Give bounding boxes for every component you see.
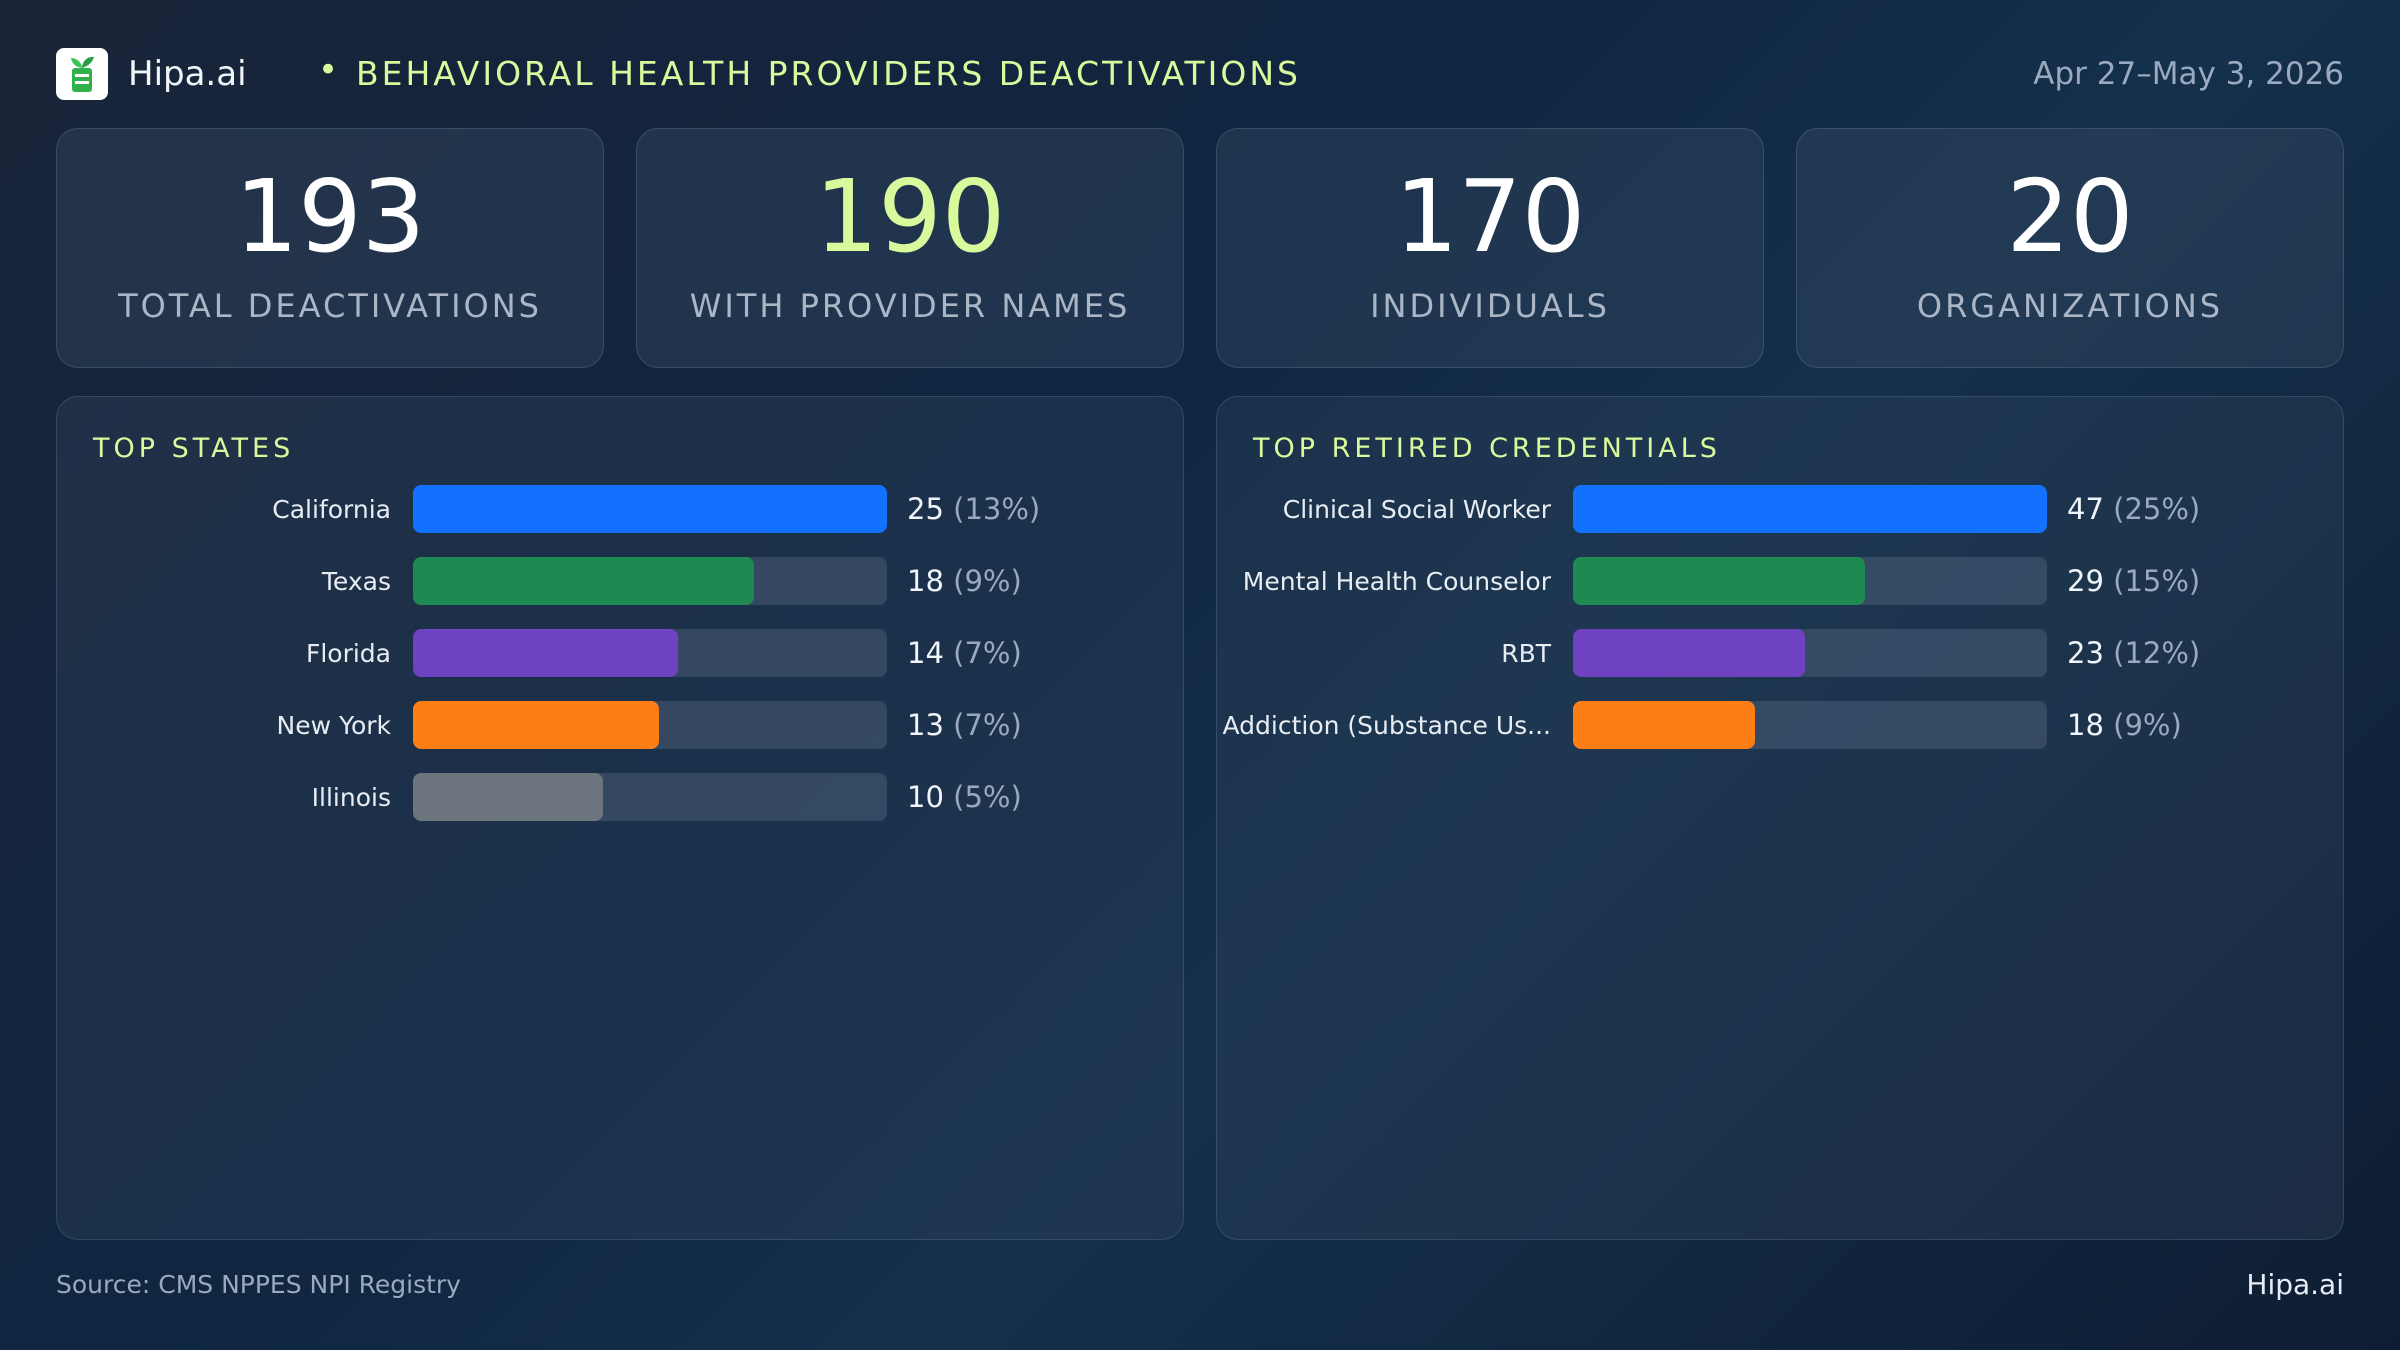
- kpi-label: WITH PROVIDER NAMES: [689, 287, 1131, 325]
- bar: [1573, 485, 2047, 533]
- bar: [413, 629, 679, 677]
- kpi-label: TOTAL DEACTIVATIONS: [118, 287, 542, 325]
- kpi-value: 20: [2006, 158, 2134, 275]
- bar-row: California 25 (13%): [57, 485, 1183, 535]
- bar-track: [1573, 557, 2047, 605]
- bar-row: Mental Health Counselor 29 (15%): [1217, 557, 2343, 607]
- bar-percent: (9%): [953, 564, 1022, 598]
- bar-percent: (15%): [2113, 564, 2201, 598]
- bar: [413, 701, 660, 749]
- kpi-value: 170: [1394, 158, 1586, 275]
- bar-track: [1573, 629, 2047, 677]
- bar-row: Texas 18 (9%): [57, 557, 1183, 607]
- top-states-panel: TOP STATES California 25 (13%) Texas 18 (9%…: [56, 396, 1184, 1240]
- top-credentials-panel: TOP RETIRED CREDENTIALS Clinical Social …: [1216, 396, 2344, 1240]
- bar-value-label: 14 (7%): [907, 636, 1022, 670]
- bar-category-label: Clinical Social Worker: [1282, 495, 1551, 524]
- bar-count: 18: [2067, 708, 2104, 742]
- bar: [413, 773, 603, 821]
- bar-row: Clinical Social Worker 47 (25%): [1217, 485, 2343, 535]
- bar-row: RBT 23 (12%): [1217, 629, 2343, 679]
- bar-percent: (25%): [2113, 492, 2201, 526]
- bar-value-label: 10 (5%): [907, 780, 1022, 814]
- bar-category-label: Addiction (Substance Us...: [1222, 711, 1552, 740]
- bar-count: 13: [907, 708, 944, 742]
- bar-count: 18: [907, 564, 944, 598]
- bar-percent: (5%): [953, 780, 1022, 814]
- kpi-label: INDIVIDUALS: [1370, 287, 1610, 325]
- bar-value-label: 13 (7%): [907, 708, 1022, 742]
- bar-category-label: California: [272, 495, 391, 524]
- date-range: Apr 27–May 3, 2026: [2033, 56, 2344, 92]
- kpi-total-deactivations: 193 TOTAL DEACTIVATIONS: [56, 128, 604, 368]
- kpi-value: 193: [234, 158, 426, 275]
- source-note: Source: CMS NPPES NPI Registry: [56, 1270, 461, 1299]
- bar-row: Florida 14 (7%): [57, 629, 1183, 679]
- bar-percent: (7%): [953, 636, 1022, 670]
- bar: [413, 485, 887, 533]
- bar-count: 23: [2067, 636, 2104, 670]
- bar-value-label: 47 (25%): [2067, 492, 2200, 526]
- plant-cup-logo-icon: [56, 48, 108, 100]
- bar-row: New York 13 (7%): [57, 701, 1183, 751]
- page-title: BEHAVIORAL HEALTH PROVIDERS DEACTIVATION…: [356, 54, 1301, 93]
- bar-category-label: RBT: [1501, 639, 1551, 668]
- kpi-with-provider-names: 190 WITH PROVIDER NAMES: [636, 128, 1184, 368]
- bar-category-label: Mental Health Counselor: [1242, 567, 1551, 596]
- bar-row: Illinois 10 (5%): [57, 773, 1183, 823]
- bar-track: [413, 485, 887, 533]
- bar-value-label: 18 (9%): [2067, 708, 2182, 742]
- bar-count: 10: [907, 780, 944, 814]
- bar-track: [413, 773, 887, 821]
- bar-track: [413, 557, 887, 605]
- bar-track: [413, 629, 887, 677]
- bar-category-label: Texas: [321, 567, 391, 596]
- bar-track: [1573, 485, 2047, 533]
- brand-name: Hipa.ai: [128, 54, 247, 94]
- kpi-organizations: 20 ORGANIZATIONS: [1796, 128, 2344, 368]
- bar-percent: (9%): [2113, 708, 2182, 742]
- bar-count: 14: [907, 636, 944, 670]
- bar-count: 47: [2067, 492, 2104, 526]
- panel-title: TOP RETIRED CREDENTIALS: [1253, 433, 1721, 464]
- bar-value-label: 18 (9%): [907, 564, 1022, 598]
- kpi-row: 193 TOTAL DEACTIVATIONS 190 WITH PROVIDE…: [56, 128, 2344, 368]
- bar: [413, 557, 755, 605]
- bar-track: [413, 701, 887, 749]
- bar-value-label: 25 (13%): [907, 492, 1040, 526]
- bar-value-label: 23 (12%): [2067, 636, 2200, 670]
- bar-category-label: Florida: [305, 639, 391, 668]
- bar-count: 29: [2067, 564, 2104, 598]
- bar: [1573, 557, 1866, 605]
- bar-category-label: New York: [276, 711, 391, 740]
- bar-value-label: 29 (15%): [2067, 564, 2200, 598]
- bar-percent: (12%): [2113, 636, 2201, 670]
- footer-brand: Hipa.ai: [2246, 1268, 2344, 1301]
- bar: [1573, 701, 1755, 749]
- kpi-value: 190: [814, 158, 1006, 275]
- kpi-individuals: 170 INDIVIDUALS: [1216, 128, 1764, 368]
- bar-row: Addiction (Substance Us... 18 (9%): [1217, 701, 2343, 751]
- panel-title: TOP STATES: [93, 433, 295, 464]
- bar-track: [1573, 701, 2047, 749]
- kpi-label: ORGANIZATIONS: [1916, 287, 2224, 325]
- separator-dot: •: [318, 50, 339, 90]
- bar-percent: (13%): [953, 492, 1041, 526]
- bar-count: 25: [907, 492, 944, 526]
- bar-category-label: Illinois: [311, 783, 391, 812]
- header: Hipa.ai • BEHAVIORAL HEALTH PROVIDERS DE…: [56, 46, 2344, 102]
- bar: [1573, 629, 1805, 677]
- bar-percent: (7%): [953, 708, 1022, 742]
